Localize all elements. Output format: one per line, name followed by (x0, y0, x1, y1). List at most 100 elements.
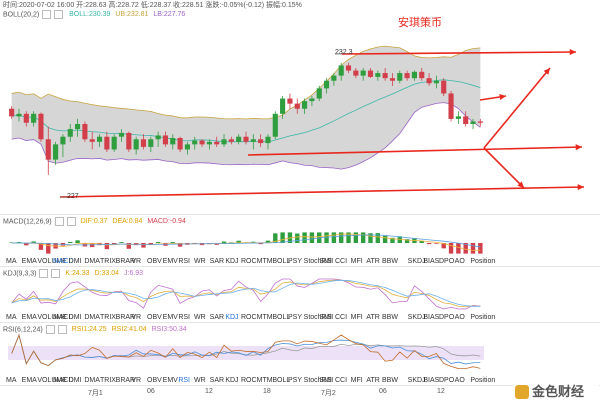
indicator-tab-brar[interactable]: BRAR (115, 314, 136, 321)
indicator-tab-rsi[interactable]: RSI (178, 314, 190, 321)
indicator-tab-dpo[interactable]: DPO (439, 314, 455, 321)
indicator-tab-smi[interactable]: SMI (319, 314, 332, 321)
close-icon[interactable] (57, 325, 67, 334)
indicator-tab-psy[interactable]: PSY (288, 377, 303, 384)
indicator-tab-macd[interactable]: MACD (53, 377, 74, 384)
indicator-tab-sar[interactable]: SAR (209, 258, 225, 265)
indicator-tab-bbw[interactable]: BBW (382, 377, 398, 384)
indicator-tab-obv[interactable]: OBV (147, 258, 162, 265)
indicator-tab-atr[interactable]: ATR (366, 258, 380, 265)
indicator-tab-sar[interactable]: SAR (209, 314, 225, 321)
indicator-tab-macd[interactable]: MACD (53, 314, 74, 321)
indicator-tab-wr[interactable]: WR (194, 314, 206, 321)
indicator-tab-skdj[interactable]: SKDJ (407, 377, 426, 384)
indicator-tab-mfi[interactable]: MFI (350, 258, 363, 265)
indicator-tab-volume[interactable]: VOLUME (37, 258, 67, 265)
indicator-tab-trix[interactable]: TRIX (100, 314, 116, 321)
indicator-tab-mtm[interactable]: MTM (256, 377, 273, 384)
indicator-tab-mfi[interactable]: MFI (350, 314, 363, 321)
indicator-tab-brar[interactable]: BRAR (115, 258, 136, 265)
indicator-tab-mtm[interactable]: MTM (256, 314, 273, 321)
indicator-tab-psy[interactable]: PSY (288, 314, 303, 321)
indicator-tab-ema[interactable]: EMA (21, 258, 37, 265)
indicator-tab-position[interactable]: Position (470, 377, 496, 384)
indicator-tab-kdj[interactable]: KDJ (225, 377, 239, 384)
indicator-tab-ma[interactable]: MA (6, 258, 17, 265)
indicator-tab-dmi[interactable]: DMI (68, 258, 82, 265)
indicator-tab-stochrsi[interactable]: StochRSI (303, 258, 334, 265)
indicator-tab-emv[interactable]: EMV (162, 258, 178, 265)
indicator-tab-dpo[interactable]: DPO (439, 258, 455, 265)
indicator-tab-bias[interactable]: BIAS (423, 314, 440, 321)
indicator-tab-atr[interactable]: ATR (366, 377, 380, 384)
indicator-tab-bias[interactable]: BIAS (423, 377, 440, 384)
close-icon[interactable] (66, 217, 76, 226)
indicator-tab-cci[interactable]: CCI (335, 258, 348, 265)
indicator-tab-boll[interactable]: BOLL (272, 314, 291, 321)
indicator-tab-smi[interactable]: SMI (319, 258, 332, 265)
indicator-tab-ma[interactable]: MA (6, 314, 17, 321)
indicator-tab-brar[interactable]: BRAR (115, 377, 136, 384)
settings-icon[interactable] (39, 269, 49, 278)
indicator-tab-psy[interactable]: PSY (288, 258, 303, 265)
indicator-tab-kdj[interactable]: KDJ (225, 314, 239, 321)
indicator-tab-obv[interactable]: OBV (147, 377, 162, 384)
indicator-tab-dma[interactable]: DMA (84, 258, 100, 265)
indicator-tab-position[interactable]: Position (470, 314, 496, 321)
indicator-tab-cci[interactable]: CCI (335, 314, 348, 321)
indicator-tab-rsi[interactable]: RSI (178, 258, 190, 265)
indicator-tab-cci[interactable]: CCI (335, 377, 348, 384)
indicator-tab-dmi[interactable]: DMI (68, 314, 82, 321)
indicator-tab-mfi[interactable]: MFI (350, 377, 363, 384)
indicator-tab-sar[interactable]: SAR (209, 377, 225, 384)
close-icon[interactable] (54, 10, 64, 19)
indicator-tab-smi[interactable]: SMI (319, 377, 332, 384)
close-icon[interactable] (51, 269, 61, 278)
indicator-tab-boll[interactable]: BOLL (272, 258, 291, 265)
indicator-tab-trix[interactable]: TRIX (100, 258, 116, 265)
indicator-tab-wr[interactable]: WR (194, 258, 206, 265)
indicator-tab-vr[interactable]: VR (131, 314, 142, 321)
indicator-tab-wr[interactable]: WR (194, 377, 206, 384)
indicator-tab-vr[interactable]: VR (131, 258, 142, 265)
indicator-tab-kdj[interactable]: KDJ (225, 258, 239, 265)
indicator-tab-volume[interactable]: VOLUME (37, 314, 67, 321)
indicator-tab-bbw[interactable]: BBW (382, 314, 398, 321)
indicator-tab-position[interactable]: Position (470, 258, 496, 265)
indicator-tab-rsi[interactable]: RSI (178, 377, 190, 384)
indicator-tab-trix[interactable]: TRIX (100, 377, 116, 384)
indicator-tab-vr[interactable]: VR (131, 377, 142, 384)
indicator-tab-emv[interactable]: EMV (162, 314, 178, 321)
indicator-tab-skdj[interactable]: SKDJ (407, 314, 426, 321)
indicator-tab-ema[interactable]: EMA (21, 314, 37, 321)
indicator-tab-ao[interactable]: AO (454, 258, 465, 265)
indicator-tab-volume[interactable]: VOLUME (37, 377, 67, 384)
indicator-tab-dma[interactable]: DMA (84, 314, 100, 321)
indicator-tab-atr[interactable]: ATR (366, 314, 380, 321)
settings-icon[interactable] (45, 325, 55, 334)
macd-bar (426, 243, 432, 245)
indicator-tab-macd[interactable]: MACD (53, 258, 74, 265)
indicator-tab-bbw[interactable]: BBW (382, 258, 398, 265)
indicator-tab-roc[interactable]: ROC (241, 314, 257, 321)
indicator-tab-dpo[interactable]: DPO (439, 377, 455, 384)
indicator-tab-stochrsi[interactable]: StochRSI (303, 377, 334, 384)
indicator-tab-skdj[interactable]: SKDJ (407, 258, 426, 265)
indicator-tab-stochrsi[interactable]: StochRSI (303, 314, 334, 321)
indicator-tab-ao[interactable]: AO (454, 377, 465, 384)
indicator-tab-ma[interactable]: MA (6, 377, 17, 384)
indicator-tab-obv[interactable]: OBV (147, 314, 162, 321)
indicator-tab-dma[interactable]: DMA (84, 377, 100, 384)
settings-icon[interactable] (54, 217, 64, 226)
indicator-tab-emv[interactable]: EMV (162, 377, 178, 384)
indicator-tab-roc[interactable]: ROC (241, 258, 257, 265)
indicator-tab-roc[interactable]: ROC (241, 377, 257, 384)
settings-icon[interactable] (42, 10, 52, 19)
indicator-tab-ema[interactable]: EMA (21, 377, 37, 384)
indicator-tab-boll[interactable]: BOLL (272, 377, 291, 384)
indicator-tab-ao[interactable]: AO (454, 314, 465, 321)
indicator-tab-bias[interactable]: BIAS (423, 258, 440, 265)
indicator-tab-mtm[interactable]: MTM (256, 258, 273, 265)
indicator-tab-dmi[interactable]: DMI (68, 377, 82, 384)
